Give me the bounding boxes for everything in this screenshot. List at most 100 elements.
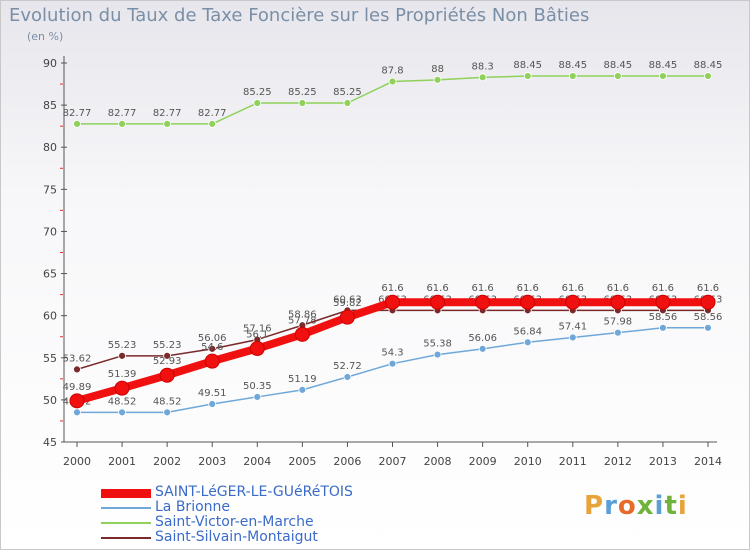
- data-label-la-brionne: 58.56: [649, 312, 678, 323]
- data-point-saint-victor-en-marche: [298, 99, 307, 107]
- x-tick-label: 2006: [333, 455, 361, 468]
- data-point-la-brionne: [704, 323, 712, 332]
- logo-letter: r: [604, 491, 618, 521]
- data-label-saint-silvain-montaigut: 58.86: [288, 309, 317, 320]
- x-tick-label: 2008: [424, 455, 452, 468]
- data-point-la-brionne: [568, 333, 577, 342]
- data-label-saint-victor-en-marche: 82.77: [108, 108, 137, 119]
- data-label-saint-l-ger-le-gu-r-tois: 54.6: [201, 342, 223, 353]
- data-label-la-brionne: 57.41: [558, 321, 587, 332]
- data-point-la-brionne: [208, 400, 217, 408]
- x-tick-label: 2002: [153, 455, 181, 468]
- data-label-saint-victor-en-marche: 85.25: [243, 87, 272, 98]
- data-label-la-brionne: 55.38: [423, 339, 452, 350]
- data-point-saint-l-ger-le-gu-r-tois: [700, 294, 716, 310]
- legend-label: SAINT-LéGER-LE-GUéRéTOIS: [155, 484, 353, 500]
- data-point-saint-l-ger-le-gu-r-tois: [610, 294, 626, 310]
- data-label-saint-silvain-montaigut: 55.23: [153, 340, 182, 351]
- data-point-la-brionne: [298, 385, 307, 394]
- chart-title: Evolution du Taux de Taxe Foncière sur l…: [9, 5, 590, 26]
- data-point-saint-victor-en-marche: [613, 72, 622, 80]
- data-label-saint-l-ger-le-gu-r-tois: 57.78: [288, 315, 317, 326]
- data-label-la-brionne: 56.06: [468, 333, 497, 344]
- data-point-saint-l-ger-le-gu-r-tois: [565, 294, 581, 310]
- data-label-saint-victor-en-marche: 82.77: [153, 108, 182, 119]
- data-label-saint-victor-en-marche: 82.77: [63, 108, 92, 119]
- x-tick-label: 2010: [514, 455, 542, 468]
- data-point-saint-victor-en-marche: [568, 72, 577, 80]
- data-point-saint-l-ger-le-gu-r-tois: [294, 326, 310, 342]
- data-label-saint-victor-en-marche: 88.3: [472, 61, 494, 72]
- data-point-saint-victor-en-marche: [163, 119, 172, 128]
- y-tick-label: 75: [43, 183, 57, 196]
- data-point-saint-silvain-montaigut: [163, 351, 172, 360]
- data-label-saint-l-ger-le-gu-r-tois: 49.89: [63, 382, 92, 393]
- data-point-saint-victor-en-marche: [704, 72, 712, 80]
- data-label-saint-l-ger-le-gu-r-tois: 52.93: [153, 356, 182, 367]
- data-label-la-brionne: 50.35: [243, 381, 272, 392]
- data-label-saint-victor-en-marche: 87.8: [381, 66, 403, 77]
- data-point-saint-l-ger-le-gu-r-tois: [430, 294, 446, 310]
- y-tick-label: 60: [43, 310, 57, 323]
- y-tick-label: 85: [43, 99, 57, 112]
- data-point-saint-victor-en-marche: [253, 99, 262, 107]
- data-label-la-brionne: 49.51: [198, 388, 227, 399]
- data-label-la-brionne: 57.98: [604, 317, 633, 328]
- data-point-saint-silvain-montaigut: [208, 344, 217, 353]
- data-point-la-brionne: [163, 408, 172, 417]
- logo-letter: i: [677, 491, 688, 521]
- data-point-saint-l-ger-le-gu-r-tois: [385, 294, 400, 310]
- data-point-saint-l-ger-le-gu-r-tois: [114, 380, 130, 396]
- data-point-saint-silvain-montaigut: [118, 351, 126, 360]
- y-tick-label: 65: [43, 268, 57, 281]
- x-tick-label: 2012: [604, 455, 632, 468]
- data-point-la-brionne: [523, 338, 532, 347]
- legend-label: Saint-Silvain-Montaigut: [155, 529, 318, 545]
- data-point-saint-l-ger-le-gu-r-tois: [204, 353, 220, 369]
- data-label-saint-silvain-montaigut: 60.63: [333, 294, 362, 305]
- x-tick-label: 2009: [469, 455, 497, 468]
- data-point-saint-l-ger-le-gu-r-tois: [249, 341, 265, 357]
- data-point-saint-victor-en-marche: [433, 75, 442, 84]
- logo-letter: o: [617, 491, 637, 521]
- legend-swatch: [101, 488, 151, 498]
- data-label-saint-l-ger-le-gu-r-tois: 56.1: [246, 330, 268, 341]
- data-label-saint-l-ger-le-gu-r-tois: 61.6: [652, 283, 674, 294]
- data-label-saint-victor-en-marche: 88: [431, 64, 444, 75]
- logo-letter: P: [584, 491, 605, 521]
- x-tick-label: 2000: [63, 455, 91, 468]
- data-point-la-brionne: [659, 323, 667, 332]
- data-point-saint-victor-en-marche: [208, 119, 217, 128]
- data-point-saint-victor-en-marche: [343, 99, 352, 107]
- data-point-saint-l-ger-le-gu-r-tois: [520, 294, 536, 310]
- data-point-la-brionne: [118, 408, 126, 417]
- y-tick-label: 90: [43, 57, 57, 70]
- x-tick-label: 2011: [559, 455, 587, 468]
- data-label-saint-victor-en-marche: 88.45: [513, 60, 542, 71]
- legend-swatch: [101, 537, 151, 539]
- x-tick-label: 2013: [649, 455, 677, 468]
- data-point-la-brionne: [613, 328, 622, 337]
- data-label-la-brionne: 56.84: [513, 326, 542, 337]
- data-label-saint-l-ger-le-gu-r-tois: 61.6: [472, 283, 494, 294]
- proxiti-logo: Proxiti: [584, 491, 688, 521]
- x-tick-label: 2005: [288, 455, 316, 468]
- legend-swatch: [101, 507, 151, 509]
- data-label-saint-l-ger-le-gu-r-tois: 61.6: [381, 283, 403, 294]
- logo-letter: t: [664, 491, 678, 521]
- y-tick-label: 45: [43, 436, 57, 449]
- data-point-saint-l-ger-le-gu-r-tois: [69, 393, 85, 409]
- data-point-saint-victor-en-marche: [659, 72, 667, 80]
- data-point-saint-l-ger-le-gu-r-tois: [159, 367, 175, 383]
- y-tick-label: 70: [43, 225, 57, 238]
- data-label-saint-l-ger-le-gu-r-tois: 61.6: [697, 283, 719, 294]
- logo-letter: x: [636, 491, 655, 521]
- chart-unit: (en %): [27, 30, 64, 43]
- data-point-la-brionne: [343, 373, 352, 381]
- x-tick-label: 2003: [198, 455, 226, 468]
- data-label-saint-victor-en-marche: 88.45: [649, 60, 678, 71]
- x-tick-label: 2001: [108, 455, 136, 468]
- data-label-saint-l-ger-le-gu-r-tois: 61.6: [607, 283, 629, 294]
